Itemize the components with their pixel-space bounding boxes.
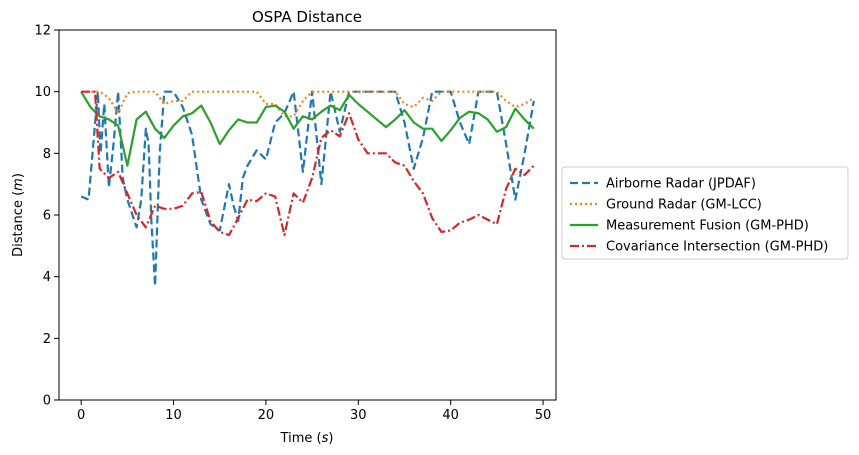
series-line-2: [81, 90, 535, 118]
legend-box: [561, 166, 849, 260]
x-axis-label-close: ): [328, 431, 333, 446]
y-tick-label: 4: [43, 270, 51, 285]
y-axis-label: Distance (m): [11, 173, 26, 257]
x-tick-label: 10: [165, 408, 182, 423]
legend-label-1: Airborne Radar (JPDAF): [606, 177, 756, 192]
y-axis-label-close: ): [11, 173, 26, 178]
series-line-4: [81, 90, 535, 237]
y-tick-label: 8: [43, 147, 51, 162]
y-tick-label: 0: [43, 394, 51, 409]
y-tick-label: 6: [43, 209, 51, 224]
legend-label-4: Covariance Intersection (GM-PHD): [606, 240, 828, 255]
x-tick-label: 50: [535, 408, 552, 423]
x-tick-label: 0: [77, 408, 85, 423]
x-axis-label-text: Time (: [280, 431, 322, 446]
x-tick-label: 40: [442, 408, 459, 423]
x-tick-label: 20: [258, 408, 275, 423]
x-tick-label: 30: [350, 408, 367, 423]
legend: Airborne Radar (JPDAF) Ground Radar (GM-L…: [561, 166, 849, 260]
y-axis-label-unit: m: [11, 178, 26, 191]
x-axis-label-unit: s: [322, 431, 329, 446]
legend-label-3: Measurement Fusion (GM-PHD): [606, 219, 809, 234]
plot-area: [58, 29, 557, 401]
legend-label-2: Ground Radar (GM-LCC): [606, 198, 762, 213]
series-line-3: [80, 91, 535, 167]
chart-title: OSPA Distance: [252, 8, 362, 26]
y-tick-label: 10: [34, 85, 51, 100]
x-axis-label: Time (s): [280, 431, 334, 446]
x-axis: 0 10 20 30 40 50: [77, 400, 551, 423]
y-axis-label-text: Distance (: [11, 191, 26, 257]
y-axis: 0 2 4 6 8 10 12: [34, 24, 59, 409]
y-tick-label: 12: [34, 24, 51, 39]
series-line-1: [80, 90, 535, 288]
y-tick-label: 2: [43, 332, 51, 347]
